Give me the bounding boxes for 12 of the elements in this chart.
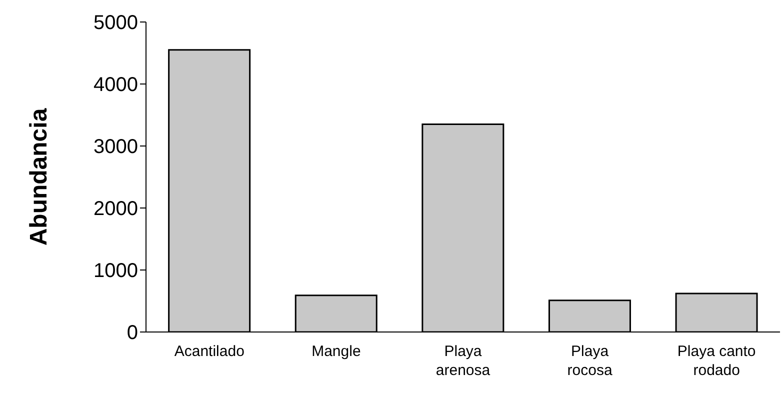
y-tick-label: 4000 bbox=[94, 74, 138, 96]
x-tick-label: Playa arenosa bbox=[436, 343, 491, 379]
y-tick-label: 2000 bbox=[94, 198, 138, 220]
x-tick-label: Acantilado bbox=[174, 343, 244, 360]
x-tick-label: Playa canto rodado bbox=[677, 343, 756, 379]
y-tick-label: 5000 bbox=[94, 12, 138, 34]
y-tick-label: 1000 bbox=[94, 260, 138, 282]
x-tick-label: Mangle bbox=[312, 343, 361, 360]
y-tick-label: 0 bbox=[126, 322, 138, 344]
y-axis-title: Abundancia bbox=[26, 108, 53, 246]
x-tick-label: Playa rocosa bbox=[567, 343, 613, 379]
y-tick-label: 3000 bbox=[94, 136, 138, 158]
